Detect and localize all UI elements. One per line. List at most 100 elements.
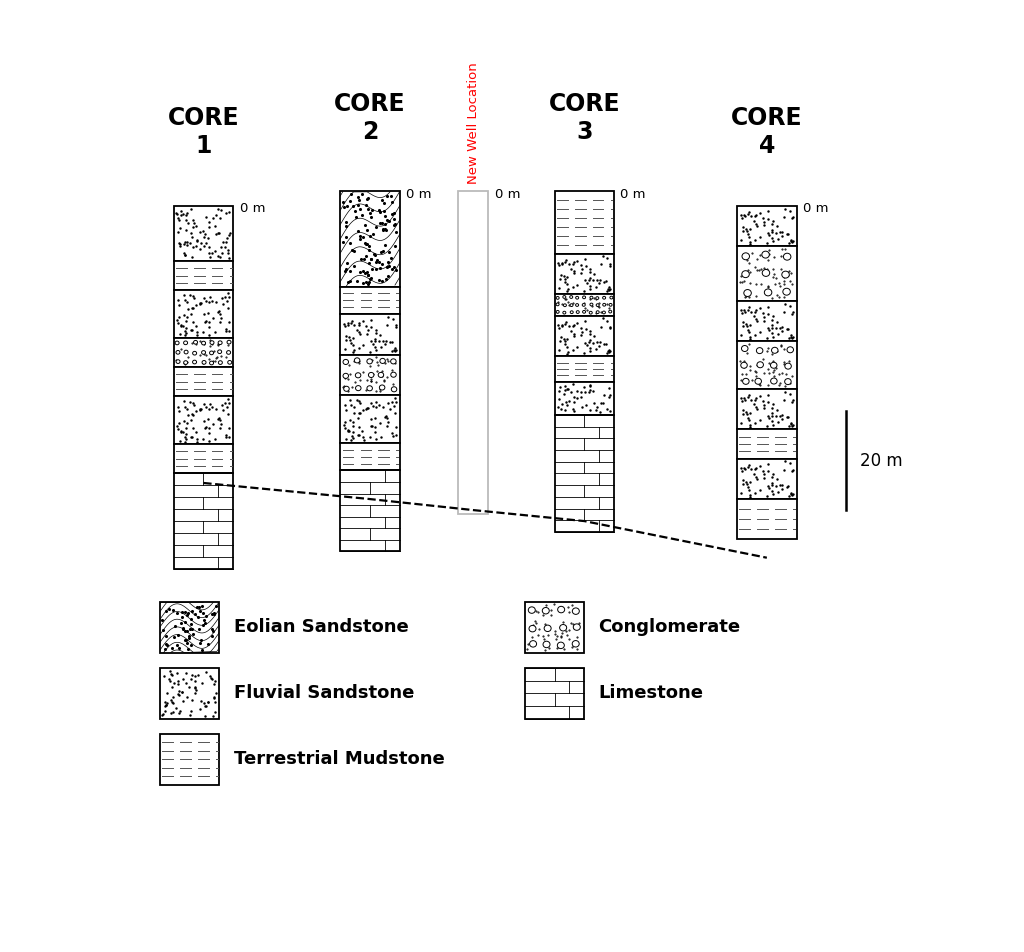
Point [354,276,371,291]
Point [378,223,394,238]
Point [195,605,211,621]
Circle shape [202,350,206,354]
Circle shape [343,373,348,378]
Point [182,611,199,626]
Point [188,599,205,614]
Point [359,223,376,238]
Point [174,609,190,625]
Bar [340,191,399,287]
Point [354,208,371,223]
Bar [340,443,399,470]
Circle shape [560,625,566,631]
Circle shape [543,607,549,614]
Point [194,643,210,658]
Point [387,262,403,277]
Point [372,260,388,275]
Point [361,271,378,287]
Circle shape [563,311,566,314]
Circle shape [596,304,599,307]
Point [154,612,170,627]
Circle shape [757,347,763,353]
Point [179,607,196,623]
Bar [555,382,614,415]
Point [208,599,224,614]
Point [182,637,199,652]
Circle shape [556,303,559,306]
Point [337,264,353,279]
Point [360,274,377,289]
Point [166,629,182,645]
Point [364,209,380,225]
Circle shape [556,310,559,313]
Point [377,238,393,253]
Point [357,218,374,233]
Text: CORE
2: CORE 2 [334,91,406,144]
Point [360,276,377,291]
Point [350,197,367,212]
Point [181,628,198,644]
Point [183,604,200,619]
Bar [555,294,614,316]
Point [364,251,380,267]
Point [387,239,403,254]
Point [377,222,393,237]
Text: 0 m: 0 m [240,202,265,215]
Point [352,231,369,247]
Bar [174,261,233,290]
Circle shape [583,296,586,299]
Point [357,266,374,281]
Circle shape [355,373,360,378]
Point [354,229,371,245]
Point [179,642,196,657]
Circle shape [570,304,573,307]
Point [357,236,374,251]
Text: CORE
3: CORE 3 [549,91,621,144]
Point [386,217,402,232]
Point [372,215,388,230]
Point [191,603,208,618]
Text: Terrestrial Mudstone: Terrestrial Mudstone [233,750,444,768]
Point [384,207,400,222]
Bar [160,734,219,785]
Point [347,204,364,219]
Text: CORE
4: CORE 4 [731,107,803,158]
Point [206,606,222,622]
Circle shape [355,386,361,390]
Point [378,271,394,287]
Point [357,197,374,212]
Circle shape [558,606,564,613]
Point [346,244,362,259]
Bar [737,301,797,342]
Point [376,195,392,210]
Text: Eolian Sandstone: Eolian Sandstone [233,619,409,636]
Bar [174,444,233,473]
Point [361,255,378,270]
Point [156,623,172,638]
Circle shape [743,289,752,296]
Point [179,624,196,639]
Point [371,255,387,270]
Point [173,615,189,630]
Point [342,193,358,208]
Circle shape [608,310,611,313]
Text: 0 m: 0 m [803,202,828,215]
Point [371,202,387,217]
Point [374,273,390,288]
Circle shape [596,297,599,300]
Point [179,635,196,650]
Text: Fluvial Sandstone: Fluvial Sandstone [233,684,414,703]
Point [167,619,183,634]
Circle shape [175,341,179,345]
Bar [737,459,797,499]
Point [368,254,384,269]
Bar [737,389,797,429]
Point [342,273,358,288]
Circle shape [343,360,348,365]
Point [386,206,402,221]
Circle shape [210,341,214,345]
Point [185,626,202,642]
Circle shape [563,295,566,298]
Point [364,261,380,276]
Point [175,621,191,636]
Point [364,270,380,286]
